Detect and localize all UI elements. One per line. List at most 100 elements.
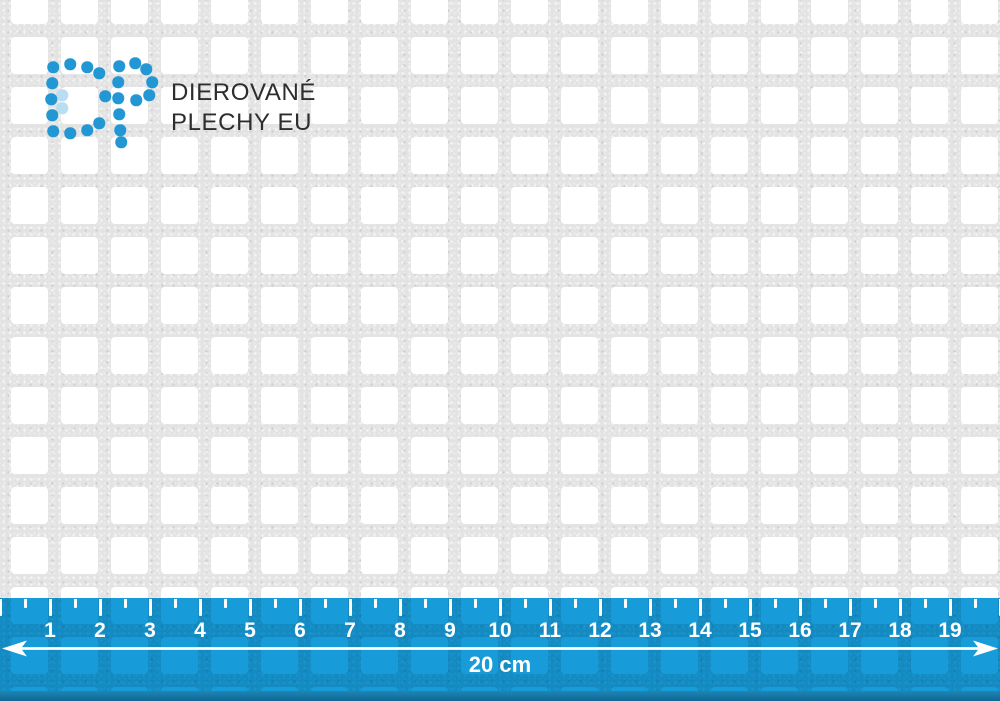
perforation-hole [461,287,498,324]
perforation-hole [561,387,598,424]
perforation-hole [311,137,348,174]
logo-dot [143,89,155,101]
perforation-hole [861,287,898,324]
perforation-hole [61,137,98,174]
perforation-hole [461,437,498,474]
perforation-hole [461,237,498,274]
logo-dot [81,61,93,73]
perforation-hole [411,137,448,174]
perforation-hole [161,237,198,274]
perforation-hole [161,287,198,324]
perforation-hole [111,287,148,324]
perforation-hole [461,337,498,374]
perforation-hole [361,337,398,374]
logo-dot [99,90,111,102]
perforation-hole [261,0,298,24]
perforation-hole [511,537,548,574]
perforation-hole [511,87,548,124]
perforation-hole [761,537,798,574]
logo-dot [64,127,76,139]
perforation-hole [11,387,48,424]
perforation-hole [161,137,198,174]
logo-dot [47,61,59,73]
perforation-hole [311,37,348,74]
perforation-hole [911,237,948,274]
perforation-hole [961,0,998,24]
perforation-hole [461,0,498,24]
perforation-hole [561,37,598,74]
perforation-hole [211,87,248,124]
perforation-hole [561,337,598,374]
perforation-hole [361,387,398,424]
perforation-hole [461,187,498,224]
perforation-hole [911,187,948,224]
perforation-hole [561,537,598,574]
perforation-hole [111,237,148,274]
perforation-hole [461,87,498,124]
perforation-hole [861,137,898,174]
perforation-hole [711,387,748,424]
perforation-hole [611,437,648,474]
perforation-hole [11,487,48,524]
perforation-hole [761,387,798,424]
perforation-hole [861,187,898,224]
perforation-hole [561,487,598,524]
perforation-hole [961,337,998,374]
perforation-hole [211,0,248,24]
perforation-hole [161,437,198,474]
perforation-hole [861,87,898,124]
perforation-hole [61,337,98,374]
logo-dot [45,93,57,105]
perforation-hole [611,387,648,424]
perforation-hole [861,487,898,524]
logo-dot [115,136,127,148]
perforation-hole [611,487,648,524]
perforation-hole [711,337,748,374]
perforation-hole [61,187,98,224]
perforation-hole [11,0,48,24]
perforation-hole [761,187,798,224]
perforation-hole [861,337,898,374]
perforation-hole [711,187,748,224]
perforation-hole [161,537,198,574]
logo-dot [47,125,59,137]
perforation-hole [211,237,248,274]
perforation-hole [11,537,48,574]
perforation-hole [311,537,348,574]
perforation-hole [761,137,798,174]
perforation-hole [661,287,698,324]
ruler [0,598,1000,691]
perforation-hole [611,137,648,174]
perforation-hole [11,87,48,124]
perforation-hole [561,237,598,274]
logo-dot [112,92,124,104]
logo-dot [114,124,126,136]
perforation-hole [911,37,948,74]
perforation-hole [611,87,648,124]
logo-dot [64,58,76,70]
perforation-hole [561,287,598,324]
perforation-hole [811,237,848,274]
perforation-hole [111,337,148,374]
perforation-hole [361,287,398,324]
perforation-hole [361,537,398,574]
perforation-hole [961,287,998,324]
perforation-hole [61,287,98,324]
perforation-hole [811,337,848,374]
perforation-hole [311,337,348,374]
perforation-hole [661,0,698,24]
perforation-hole [111,0,148,24]
perforation-hole [961,187,998,224]
perforation-hole [911,537,948,574]
perforation-hole [561,87,598,124]
perforation-hole [511,37,548,74]
perforation-hole [11,187,48,224]
perforation-hole [311,187,348,224]
perforation-hole [711,287,748,324]
perforation-hole [711,487,748,524]
perforation-hole [261,387,298,424]
perforation-hole [211,387,248,424]
perforation-hole [61,487,98,524]
logo-dot [130,94,142,106]
perforation-hole [161,337,198,374]
